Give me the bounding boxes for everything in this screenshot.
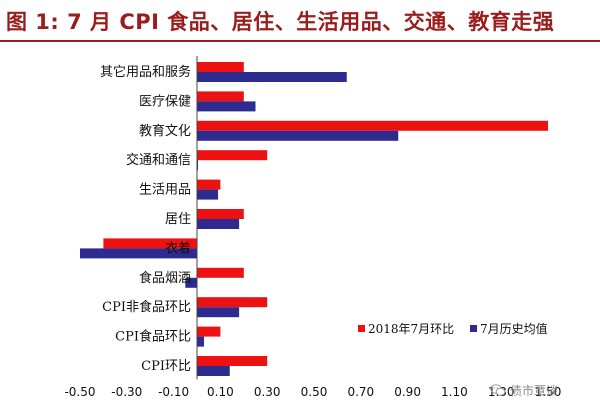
bar-current-2 (197, 120, 548, 131)
bar-current-8 (197, 297, 268, 308)
category-label-8: CPI非食品环比 (102, 299, 191, 315)
bar-history-8 (197, 307, 240, 318)
bar-history-5 (197, 219, 240, 229)
bar-current-5 (197, 209, 244, 219)
category-label-1: 医疗保健 (139, 94, 191, 109)
legend-label-0: 2018年7月环比 (368, 322, 454, 336)
x-tick-label-5: 0.50 (301, 385, 328, 399)
bar-history-7 (185, 277, 197, 288)
x-tick-label-6: 0.70 (347, 385, 374, 399)
category-label-6: 衣着 (165, 240, 191, 256)
category-label-5: 居住 (165, 212, 191, 227)
category-label-4: 生活用品 (139, 183, 191, 198)
x-tick-label-1: -0.30 (111, 385, 142, 399)
bar-current-1 (197, 91, 244, 102)
x-tick-label-7: 0.90 (394, 385, 421, 399)
category-label-0: 其它用品和服务 (100, 64, 191, 80)
x-tick-label-0: -0.50 (64, 385, 95, 399)
legend-swatch-0 (358, 325, 365, 332)
x-tick-label-10: 1.50 (535, 385, 562, 399)
watermark: 债市覃谈 (490, 378, 600, 402)
bar-current-9 (197, 326, 221, 337)
bar-history-6 (80, 248, 197, 259)
category-label-2: 教育文化 (139, 123, 191, 139)
bar-current-0 (197, 62, 244, 72)
x-tick-label-4: 0.30 (254, 385, 281, 399)
category-label-3: 交通和通信 (126, 152, 191, 168)
bar-current-6 (103, 238, 197, 249)
bar-history-9 (197, 336, 205, 347)
category-label-7: 食品烟酒 (139, 270, 191, 286)
bar-history-0 (197, 72, 347, 82)
x-tick-label-3: 0.10 (207, 385, 234, 399)
bar-history-2 (197, 130, 399, 141)
bar-current-7 (197, 267, 244, 278)
title-rule (0, 40, 600, 42)
bar-history-1 (197, 101, 256, 112)
category-label-10: CPI环比 (141, 359, 191, 374)
category-label-9: CPI食品环比 (115, 329, 191, 345)
wechat-icon (490, 384, 506, 396)
bar-current-4 (197, 179, 221, 190)
bar-current-3 (197, 150, 268, 161)
bar-history-4 (197, 189, 219, 200)
legend-label-1: 7月历史均值 (480, 321, 548, 336)
x-tick-label-2: -0.10 (158, 385, 189, 399)
chart-title: 图 1: 7 月 CPI 食品、居住、生活用品、交通、教育走强 (6, 10, 555, 34)
x-tick-label-8: 1.10 (441, 385, 468, 399)
watermark-text: 债市覃谈 (510, 383, 559, 398)
bar-current-10 (197, 356, 268, 366)
bar-history-10 (197, 366, 230, 376)
legend-swatch-1 (470, 325, 477, 332)
